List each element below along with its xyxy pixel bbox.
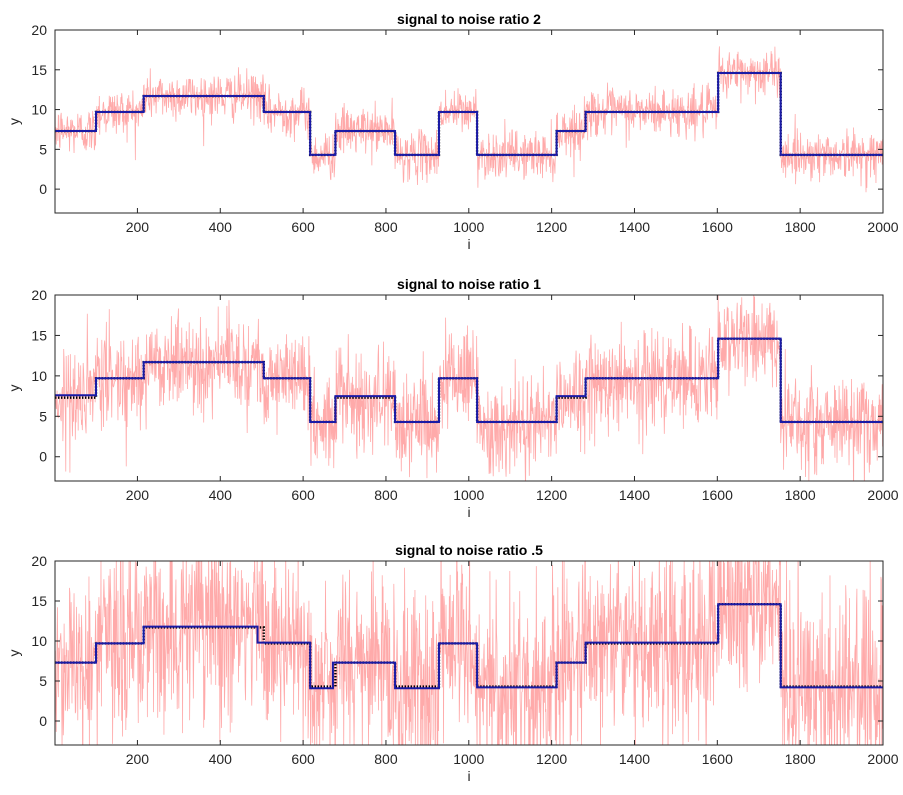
y-axis-label: y	[6, 650, 22, 657]
x-tick-label: 1200	[536, 219, 567, 235]
noisy-observations-line	[55, 561, 883, 745]
x-tick-label: 800	[374, 751, 398, 767]
x-tick-label: 2000	[867, 751, 898, 767]
x-tick-label: 400	[209, 219, 233, 235]
x-tick-label: 1800	[785, 751, 816, 767]
x-tick-label: 1400	[619, 487, 650, 503]
axis-ticks: 200 400 600 800 1000 1200 1400 1600 1800 2000 0 5 10…	[31, 287, 898, 503]
x-tick-label: 800	[374, 487, 398, 503]
x-tick-label: 1000	[453, 751, 484, 767]
x-tick-label: 600	[291, 487, 315, 503]
y-tick-label: 20	[31, 553, 47, 569]
y-tick-label: 0	[39, 181, 47, 197]
chart-title: signal to noise ratio 1	[397, 276, 541, 292]
estimated-signal-series	[55, 71, 883, 156]
x-tick-label: 200	[126, 219, 150, 235]
x-tick-label: 400	[209, 487, 233, 503]
y-tick-label: 5	[39, 408, 47, 424]
estimated-signal-series	[55, 337, 883, 423]
y-tick-label: 10	[31, 368, 47, 384]
y-tick-label: 20	[31, 287, 47, 303]
x-tick-label: 1400	[619, 219, 650, 235]
x-tick-label: 1600	[702, 219, 733, 235]
estimated-signal-line	[55, 71, 883, 156]
x-tick-label: 2000	[867, 219, 898, 235]
y-tick-label: 15	[31, 327, 47, 343]
noisy-observations-series	[55, 561, 883, 745]
estimated-signal-series	[55, 603, 883, 690]
y-tick-label: 10	[31, 102, 47, 118]
noisy-observations-series	[55, 295, 883, 481]
y-tick-label: 10	[31, 633, 47, 649]
x-tick-label: 600	[291, 219, 315, 235]
x-tick-label: 1200	[536, 487, 567, 503]
y-axis-label: y	[6, 118, 22, 125]
x-axis-label: i	[467, 236, 470, 252]
x-tick-label: 1000	[453, 487, 484, 503]
x-tick-label: 1600	[702, 751, 733, 767]
y-axis-label: y	[6, 385, 22, 392]
x-tick-label: 200	[126, 487, 150, 503]
x-tick-label: 1000	[453, 219, 484, 235]
y-tick-label: 0	[39, 449, 47, 465]
axis-ticks: 200 400 600 800 1000 1200 1400 1600 1800 2000 0 5 10…	[31, 553, 898, 767]
noisy-observations-series	[55, 46, 883, 193]
noisy-observations-line	[55, 46, 883, 193]
y-tick-label: 0	[39, 713, 47, 729]
x-tick-label: 600	[291, 751, 315, 767]
y-tick-label: 15	[31, 593, 47, 609]
subplot-bottom: 200 400 600 800 1000 1200 1400 1600 1800 2000 0 5 10…	[6, 542, 899, 784]
x-tick-label: 1800	[785, 487, 816, 503]
estimated-signal-line	[55, 337, 883, 423]
x-tick-label: 1400	[619, 751, 650, 767]
noisy-observations-line	[55, 295, 883, 481]
chart-title: signal to noise ratio 2	[397, 11, 541, 27]
x-tick-label: 800	[374, 219, 398, 235]
x-tick-label: 1200	[536, 751, 567, 767]
axis-ticks: 200 400 600 800 1000 1200 1400 1600 1800 2000 0 5 10…	[31, 22, 898, 235]
x-axis-label: i	[467, 504, 470, 520]
x-tick-label: 1800	[785, 219, 816, 235]
subplot-top: 200 400 600 800 1000 1200 1400 1600 1800 2000 0 5 10…	[6, 11, 899, 252]
y-tick-label: 5	[39, 141, 47, 157]
y-tick-label: 15	[31, 62, 47, 78]
estimated-signal-line	[55, 603, 883, 690]
y-tick-label: 20	[31, 22, 47, 38]
x-tick-label: 1600	[702, 487, 733, 503]
subplot-middle: 200 400 600 800 1000 1200 1400 1600 1800 2000 0 5 10…	[6, 276, 899, 520]
x-axis-label: i	[467, 768, 470, 784]
x-tick-label: 400	[209, 751, 233, 767]
x-tick-label: 2000	[867, 487, 898, 503]
y-tick-label: 5	[39, 673, 47, 689]
x-tick-label: 200	[126, 751, 150, 767]
chart-title: signal to noise ratio .5	[395, 542, 543, 558]
